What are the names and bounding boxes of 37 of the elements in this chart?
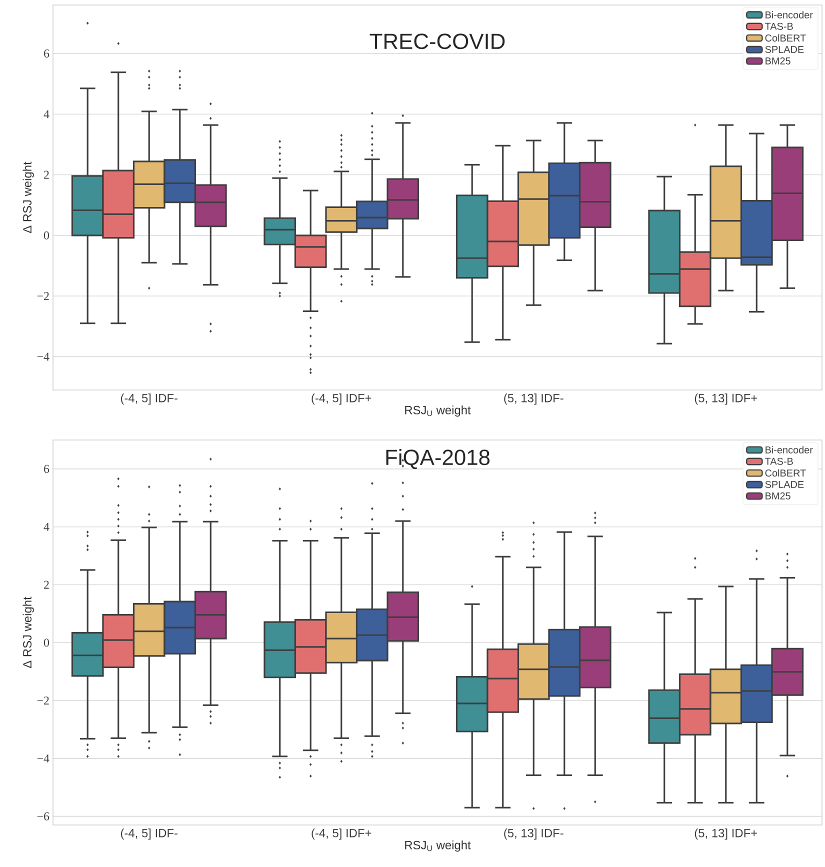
legend-label: ColBERT xyxy=(765,469,806,477)
y-tick-label: −6 xyxy=(37,812,50,820)
x-tick-label: (-4, 5] IDF- xyxy=(120,828,178,840)
x-tick-label: (-4, 5] IDF- xyxy=(120,394,178,405)
x-tick-label: (5, 13] IDF- xyxy=(504,828,564,840)
x-tick-label: (-4, 5] IDF+ xyxy=(312,828,372,840)
y-tick-label: 0 xyxy=(44,638,50,647)
text: TREC-COVID xyxy=(370,34,505,50)
x-tick-label: (5, 13] IDF+ xyxy=(694,394,758,405)
legend-label: TAS-B xyxy=(765,22,793,30)
y-tick-label: 0 xyxy=(44,231,50,240)
chart-title: FiQA-2018 xyxy=(386,449,490,470)
legend-label: Bi-encoder xyxy=(766,11,813,18)
y-tick-label: −2 xyxy=(37,292,49,300)
x-tick-label: (-4, 5] IDF+ xyxy=(312,394,372,405)
legend-label: BM25 xyxy=(766,492,790,500)
y-tick-label: −2 xyxy=(37,696,49,704)
legend-label: TAS-B xyxy=(765,458,793,465)
y-tick-label: −4 xyxy=(37,754,50,762)
legend-label: SPLADE xyxy=(765,46,804,54)
legend-label: ColBERT xyxy=(765,34,806,42)
y-tick-label: 2 xyxy=(44,170,49,179)
x-axis-title: RSJ$_{U}$ weight xyxy=(405,840,471,852)
y-axis-title: Δ RSJ weight xyxy=(22,596,34,668)
x-tick-label: (5, 13] IDF- xyxy=(504,394,564,405)
x-axis-title: RSJ$_{U}$ weight xyxy=(405,406,471,417)
y-tick-label: 6 xyxy=(44,49,50,58)
y-axis-title: Δ RSJ weight xyxy=(22,162,34,234)
legend-label: Bi-encoder xyxy=(766,446,813,454)
y-tick-label: 4 xyxy=(44,110,50,118)
y-tick-label: 6 xyxy=(44,464,50,473)
legend-label: SPLADE xyxy=(765,480,804,488)
y-tick-label: −4 xyxy=(37,352,50,361)
y-tick-label: 2 xyxy=(44,580,49,589)
x-tick-label: (5, 13] IDF+ xyxy=(694,828,758,840)
legend-label: BM25 xyxy=(766,57,790,64)
y-tick-label: 4 xyxy=(44,522,50,531)
